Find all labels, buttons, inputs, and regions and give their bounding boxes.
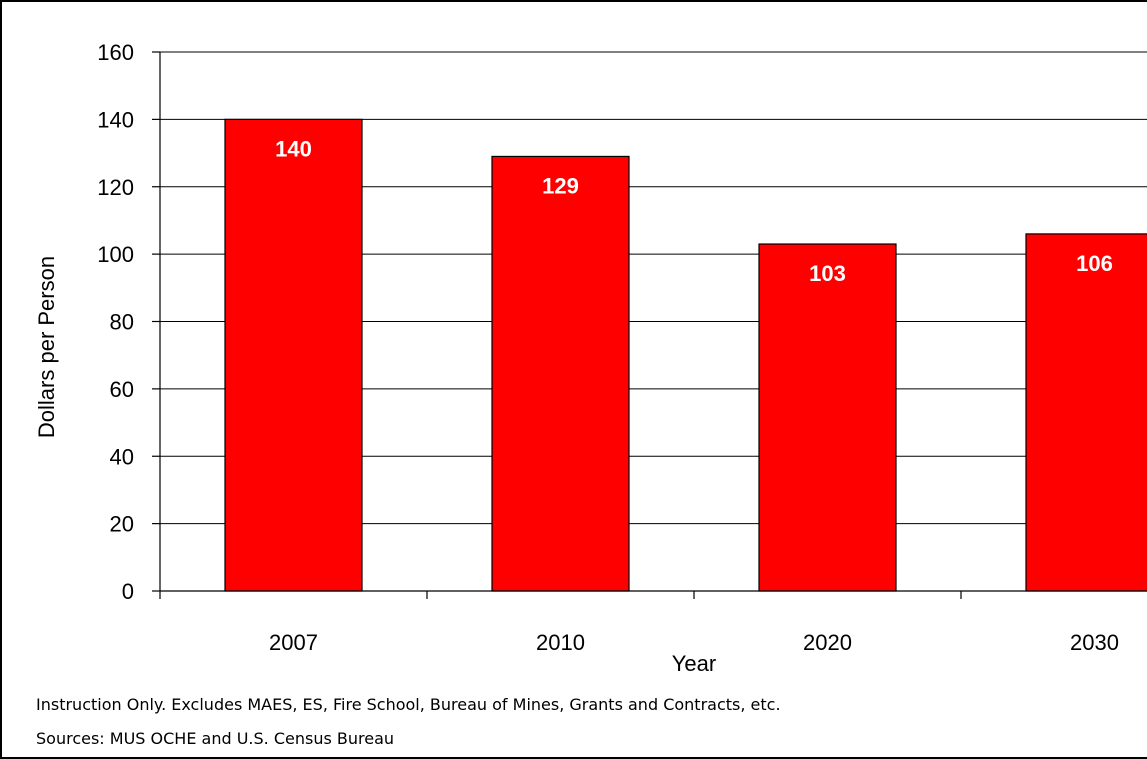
bar-2020: [758, 243, 897, 592]
footnote-sources: Sources: MUS OCHE and U.S. Census Bureau: [36, 729, 395, 748]
y-tick-labels: 0 20 40 60 80 100 120 140 160: [97, 40, 134, 604]
y-tick-label-20: 20: [110, 512, 134, 537]
bar-label-2010: 129: [542, 173, 579, 198]
x-tick-label-2020: 2020: [803, 630, 852, 655]
x-tick-label-2030: 2030: [1070, 630, 1119, 655]
bar-value-labels: 140 129 103 106: [275, 136, 1113, 286]
y-tick-label-60: 60: [110, 377, 134, 402]
y-tick-label-80: 80: [110, 310, 134, 335]
bar-chart: 0 20 40 60 80 100 120 140 160 2007 2010 2020 2030 1…: [34, 40, 1147, 676]
x-tick-label-2010: 2010: [536, 630, 585, 655]
y-tick-label-100: 100: [97, 242, 134, 267]
bars: [224, 118, 1147, 592]
bar-label-2020: 103: [809, 261, 846, 286]
y-tick-label-160: 160: [97, 40, 134, 65]
x-tick-labels: 2007 2010 2020 2030: [269, 630, 1119, 655]
x-axis-label: Year: [672, 651, 716, 676]
bar-2030: [1025, 233, 1147, 592]
bar-2007: [224, 118, 363, 592]
y-tick-label-0: 0: [122, 579, 134, 604]
y-axis-label: Dollars per Person: [34, 256, 59, 438]
y-tick-label-140: 140: [97, 107, 134, 132]
bar-2010: [491, 155, 630, 592]
y-tick-label-40: 40: [110, 444, 134, 469]
footnote-instruction: Instruction Only. Excludes MAES, ES, Fir…: [36, 695, 781, 714]
y-tick-label-120: 120: [97, 175, 134, 200]
axes: [152, 51, 1147, 599]
x-tick-label-2007: 2007: [269, 630, 318, 655]
bar-label-2030: 106: [1076, 251, 1113, 276]
bar-label-2007: 140: [275, 136, 312, 161]
